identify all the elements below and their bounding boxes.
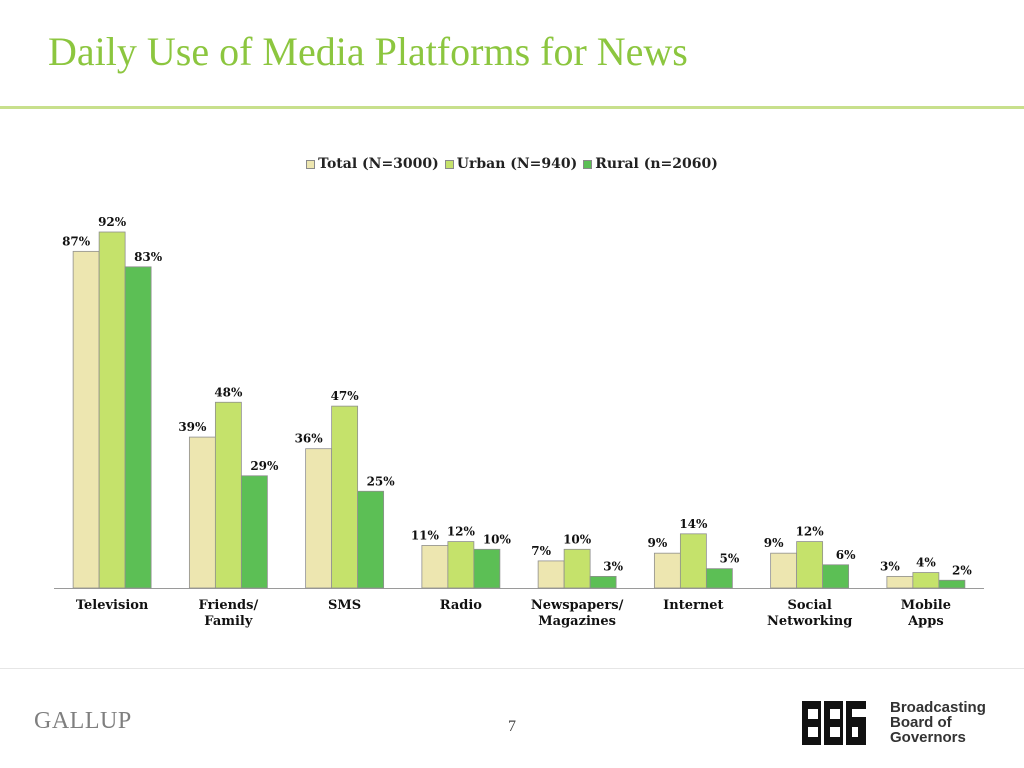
gallup-logo: GALLUP [34,708,132,734]
data-label-2-5: 5% [719,552,739,566]
data-label-1-2: 47% [331,389,360,403]
slide-title: Daily Use of Media Platforms for News [48,29,688,74]
data-label-2-6: 6% [836,548,856,562]
legend-label-urban: Urban (N=940) [456,156,578,172]
chart-legend: Total (N=3000) Urban (N=940) Rural (n=20… [0,156,1024,172]
bar-1-0 [98,231,126,589]
bar-0-0 [72,250,100,589]
bar-1-6 [796,541,824,589]
category-label-line-1-1: Family [204,614,253,629]
bbg-logo-mark [802,700,866,745]
data-label-1-4: 10% [563,532,592,546]
category-label-3: Radio [440,598,483,613]
bar-0-1 [188,436,216,589]
category-label-line-4-1: Magazines [538,614,616,629]
bar-2-3 [473,548,501,589]
category-label-line-6-0: Social [787,598,831,613]
bar-0-4 [537,560,565,589]
bar-chart: 87% 92% 83% Television 39% 48% 29% Friends/Fami… [54,215,984,629]
bbg-logo-text: Broadcasting Board of Governors [890,700,986,745]
bar-0-7 [886,575,914,589]
legend-swatch-total [306,159,316,169]
legend-label-rural: Rural (n=2060) [595,156,718,172]
category-label-line-7-1: Apps [907,614,944,629]
legend-swatch-urban [444,159,454,169]
legend-item-rural: Rural (n=2060) [583,156,718,172]
category-label-line-0-0: Television [76,598,149,613]
data-label-1-7: 4% [916,556,936,570]
page-number: 7 [508,718,516,735]
bar-1-7 [912,572,940,589]
bbg-logo-line-2: Board of [890,714,952,731]
data-label-2-2: 25% [367,474,396,488]
data-label-2-3: 10% [483,532,512,546]
category-label-line-6-1: Networking [767,614,852,629]
data-label-1-1: 48% [214,385,243,399]
bar-1-5 [679,533,707,589]
bar-1-4 [563,548,591,589]
category-label-5: Internet [663,598,723,613]
data-label-0-4: 7% [531,544,551,558]
bar-1-1 [214,401,242,589]
category-label-7: Mobile Apps [901,598,951,629]
data-label-1-5: 14% [679,517,708,531]
data-label-0-7: 3% [880,559,900,573]
data-label-2-7: 2% [952,563,972,577]
bar-2-6 [822,564,850,589]
data-label-0-3: 11% [411,528,440,542]
bar-2-2 [357,490,385,589]
legend-swatch-rural [583,159,593,169]
category-label-line-5-0: Internet [663,598,723,613]
bar-1-2 [331,405,359,589]
title-divider [0,106,1024,109]
data-label-1-3: 12% [447,525,476,539]
category-label-line-4-0: Newspapers/ [531,598,624,613]
data-label-0-2: 36% [295,432,324,446]
category-label-1: Friends/Family [199,598,259,629]
bar-2-4 [589,575,617,589]
category-label-line-1-0: Friends/ [199,598,259,613]
bar-2-0 [124,266,152,589]
bar-0-6 [770,552,798,589]
legend-label-total: Total (N=3000) [318,156,439,172]
category-label-line-3-0: Radio [440,598,483,613]
bbg-logo: Broadcasting Board of Governors [802,700,986,745]
bar-2-7 [938,579,966,589]
data-label-2-0: 83% [134,250,163,264]
category-label-6: Social Networking [767,598,852,629]
data-label-0-6: 9% [764,536,784,550]
data-label-0-5: 9% [647,536,667,550]
data-label-2-1: 29% [250,459,279,473]
bar-0-5 [653,552,681,589]
category-label-2: SMS [328,598,361,613]
data-label-0-0: 87% [62,234,91,248]
footer-divider [0,668,1024,669]
category-label-line-7-0: Mobile [901,598,951,613]
category-label-4: Newspapers/Magazines [531,598,624,629]
legend-item-total: Total (N=3000) [306,156,439,172]
legend-item-urban: Urban (N=940) [444,156,578,172]
bar-0-3 [421,545,449,589]
bar-1-3 [447,541,475,589]
category-label-line-2-0: SMS [328,598,361,613]
bbg-logo-line-1: Broadcasting [890,699,986,716]
bbg-logo-line-3: Governors [890,729,966,746]
data-label-2-4: 3% [603,559,623,573]
bar-2-5 [705,568,733,589]
data-label-1-0: 92% [98,215,127,229]
category-label-0: Television [76,598,149,613]
bar-2-1 [240,475,268,589]
data-label-0-1: 39% [178,420,207,434]
bar-0-2 [305,448,333,589]
data-label-1-6: 12% [796,525,825,539]
